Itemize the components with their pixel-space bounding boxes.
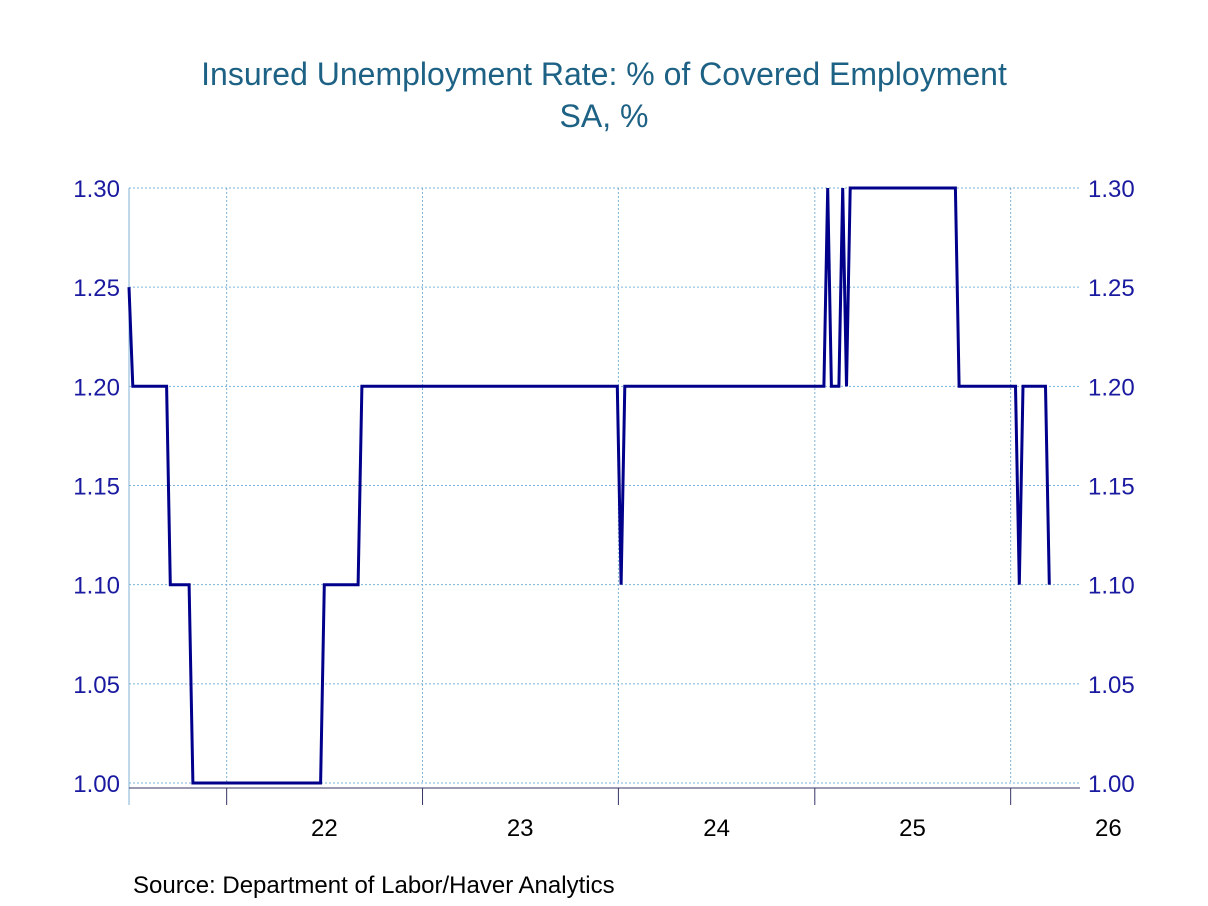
chart-subtitle: SA, % (559, 98, 649, 134)
y-tick-label-right: 1.15 (1088, 474, 1135, 501)
series-line (127, 186, 1051, 785)
y-tick-label-right: 1.10 (1088, 573, 1135, 600)
y-tick-label-left: 1.25 (73, 275, 120, 302)
y-tick-label-left: 1.00 (73, 771, 120, 798)
x-tick-label: 22 (311, 815, 338, 842)
x-tick-label: 26 (1095, 815, 1122, 842)
x-tick-label: 24 (703, 815, 730, 842)
y-tick-label-left: 1.15 (73, 474, 120, 501)
x-tick-label: 25 (899, 815, 926, 842)
y-tick-label-right: 1.00 (1088, 771, 1135, 798)
y-tick-label-left: 1.20 (73, 374, 120, 401)
y-tick-label-right: 1.30 (1088, 176, 1135, 203)
y-tick-label-left: 1.05 (73, 672, 120, 699)
y-tick-label-left: 1.10 (73, 573, 120, 600)
y-tick-label-right: 1.20 (1088, 374, 1135, 401)
y-tick-label-right: 1.25 (1088, 275, 1135, 302)
x-tick-label: 23 (507, 815, 534, 842)
y-tick-label-right: 1.05 (1088, 672, 1135, 699)
y-tick-label-left: 1.30 (73, 176, 120, 203)
chart-title: Insured Unemployment Rate: % of Covered … (201, 56, 1007, 92)
source-note: Source: Department of Labor/Haver Analyt… (133, 872, 615, 899)
